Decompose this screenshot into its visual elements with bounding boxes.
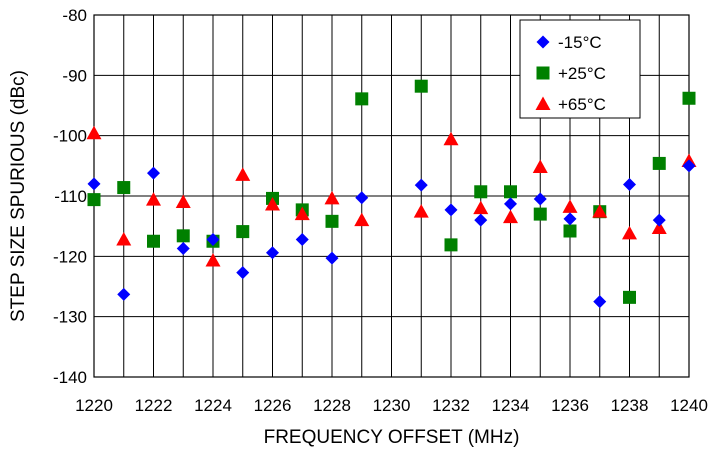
data-point bbox=[206, 232, 220, 246]
data-point bbox=[87, 177, 101, 191]
data-point bbox=[593, 295, 607, 309]
data-point bbox=[414, 79, 428, 93]
data-point bbox=[176, 229, 190, 243]
x-tick-label: 1228 bbox=[313, 396, 351, 415]
data-point bbox=[503, 209, 518, 224]
data-point bbox=[205, 253, 221, 267]
x-tick-label: 1234 bbox=[492, 396, 530, 415]
data-point bbox=[87, 193, 101, 207]
y-tick-label: -90 bbox=[62, 66, 87, 85]
y-tick-label: -110 bbox=[54, 187, 87, 206]
data-point bbox=[294, 206, 310, 221]
data-point bbox=[266, 246, 279, 260]
data-point bbox=[86, 125, 102, 140]
legend-label-plus65: +65°C bbox=[558, 95, 606, 114]
x-tick-label: 1238 bbox=[611, 396, 649, 415]
data-point bbox=[533, 192, 547, 206]
x-tick-label: 1236 bbox=[551, 396, 589, 415]
data-point bbox=[147, 234, 160, 248]
data-point bbox=[473, 200, 489, 215]
axis-ticks: 1220 1222 1224 1226 1228 1230 1232 1234 1236 1238… bbox=[53, 6, 708, 415]
data-point bbox=[682, 91, 696, 105]
data-point bbox=[117, 181, 131, 195]
data-point bbox=[504, 197, 517, 211]
data-point bbox=[236, 266, 250, 280]
y-tick-label: -130 bbox=[53, 308, 87, 327]
data-point bbox=[324, 190, 340, 205]
y-tick-label: -100 bbox=[53, 127, 87, 146]
data-point bbox=[355, 191, 369, 205]
legend-label-minus15: -15°C bbox=[558, 33, 602, 52]
legend-marker-shape bbox=[535, 96, 551, 110]
x-tick-label: 1232 bbox=[432, 396, 470, 415]
x-axis-title: FREQUENCY OFFSET (MHz) bbox=[264, 427, 520, 448]
data-point bbox=[444, 203, 458, 217]
data-point bbox=[235, 167, 251, 181]
data-point bbox=[444, 238, 458, 252]
legend: -15°C +25°C +65°C bbox=[519, 19, 641, 119]
data-point bbox=[146, 192, 161, 206]
x-tick-label: 1220 bbox=[75, 396, 113, 415]
data-point bbox=[652, 213, 666, 227]
data-point bbox=[562, 199, 578, 213]
data-point bbox=[623, 178, 636, 192]
data-point bbox=[325, 214, 339, 228]
data-point bbox=[176, 241, 190, 255]
data-point bbox=[413, 204, 429, 218]
data-point bbox=[236, 225, 250, 239]
legend-marker-shape bbox=[536, 35, 550, 49]
data-point bbox=[563, 224, 577, 238]
data-point bbox=[651, 220, 667, 234]
y-tick-label: -120 bbox=[53, 247, 87, 266]
y-tick-label: -140 bbox=[53, 368, 87, 387]
data-point bbox=[175, 194, 191, 209]
data-point bbox=[592, 204, 608, 218]
data-point bbox=[652, 156, 666, 170]
data-point bbox=[474, 213, 488, 227]
data-point bbox=[532, 159, 548, 174]
data-point bbox=[325, 251, 339, 265]
data-point bbox=[355, 92, 369, 106]
x-tick-label: 1224 bbox=[194, 396, 232, 415]
y-tick-label: -80 bbox=[62, 6, 87, 25]
data-point bbox=[117, 287, 131, 301]
legend-marker-plus65 bbox=[535, 96, 551, 110]
data-point bbox=[116, 231, 132, 246]
x-tick-label: 1226 bbox=[254, 396, 292, 415]
data-point bbox=[443, 131, 459, 146]
data-point bbox=[474, 185, 488, 199]
data-point bbox=[295, 232, 309, 246]
x-tick-label: 1222 bbox=[135, 396, 173, 415]
legend-marker-plus25 bbox=[536, 66, 550, 80]
legend-marker-minus15 bbox=[536, 35, 550, 49]
data-point bbox=[682, 159, 696, 173]
data-points bbox=[86, 79, 697, 309]
data-point bbox=[414, 178, 428, 192]
y-axis-title: STEP SIZE SPURIOUS (dBc) bbox=[8, 70, 29, 322]
legend-marker-shape bbox=[536, 66, 550, 80]
data-point bbox=[533, 207, 547, 221]
data-point bbox=[504, 185, 517, 199]
legend-label-plus25: +25°C bbox=[558, 64, 606, 83]
data-point bbox=[622, 225, 637, 240]
data-point bbox=[147, 166, 160, 180]
data-point bbox=[354, 212, 370, 227]
data-point bbox=[563, 212, 577, 226]
data-point bbox=[623, 290, 636, 304]
data-point bbox=[265, 196, 280, 211]
x-tick-label: 1230 bbox=[373, 396, 411, 415]
x-tick-label: 1240 bbox=[670, 396, 708, 415]
